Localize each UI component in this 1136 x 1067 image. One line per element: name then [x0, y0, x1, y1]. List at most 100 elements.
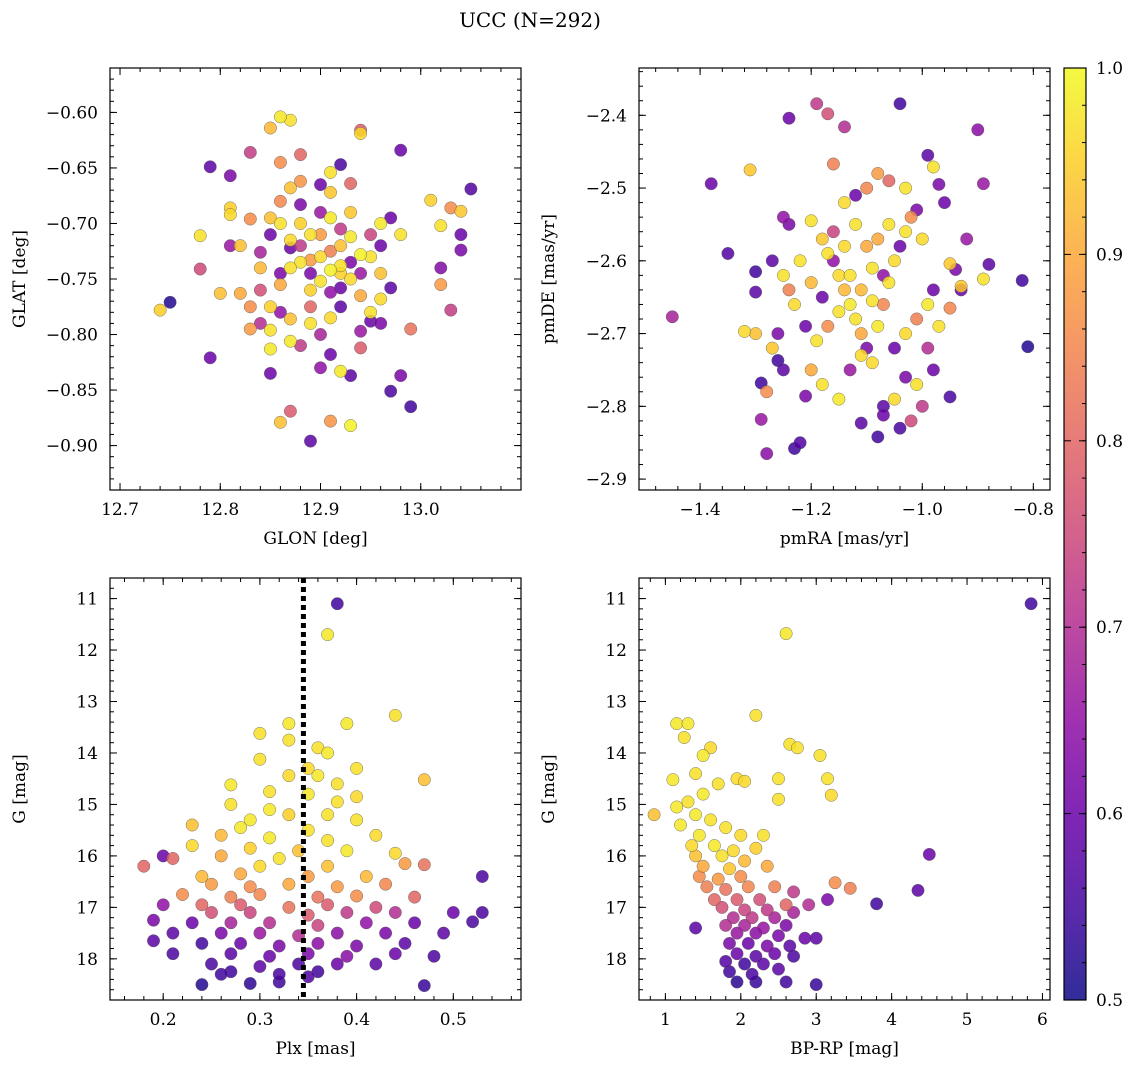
data-point	[927, 160, 940, 174]
data-point	[708, 893, 721, 906]
data-point	[417, 858, 431, 872]
data-point	[689, 921, 702, 935]
data-point	[721, 247, 735, 260]
data-point	[730, 947, 744, 961]
data-point	[398, 937, 412, 950]
data-point	[871, 232, 885, 246]
data-point	[899, 181, 912, 195]
data-point	[791, 741, 804, 755]
data-point	[282, 808, 296, 822]
x-tick-label: 12.8	[201, 500, 239, 520]
data-point	[195, 870, 209, 883]
data-point	[330, 957, 344, 971]
data-point	[243, 977, 257, 990]
data-point	[809, 931, 823, 945]
y-tick-label: −0.65	[46, 159, 98, 179]
y-tick-label: 14	[605, 744, 627, 764]
data-point	[849, 217, 862, 231]
data-point	[854, 416, 868, 430]
data-point	[910, 312, 924, 326]
data-point	[314, 361, 327, 375]
data-point	[214, 926, 228, 940]
data-point	[715, 849, 729, 863]
data-point	[943, 257, 957, 271]
panel-3: 0.2 0.3 0.4 0.5 11 12 13 14 15 16 17 18 Plx [mas] G […	[10, 577, 522, 1059]
data-point	[193, 262, 207, 276]
data-point	[734, 870, 748, 883]
data-point	[311, 890, 325, 904]
data-point	[921, 148, 935, 162]
data-point	[374, 217, 388, 230]
data-point	[838, 196, 851, 210]
data-point	[1015, 274, 1029, 287]
data-point	[849, 188, 862, 202]
data-point	[804, 214, 818, 228]
data-point	[788, 298, 801, 311]
data-point	[719, 883, 733, 896]
data-point	[870, 897, 883, 911]
data-point	[294, 217, 307, 230]
data-point	[344, 205, 357, 219]
data-point	[324, 165, 337, 179]
data-point	[677, 731, 691, 744]
data-point	[340, 906, 354, 919]
data-point	[394, 369, 408, 382]
data-point	[283, 181, 297, 195]
data-point	[334, 239, 347, 253]
data-point	[821, 107, 835, 121]
data-point	[263, 121, 277, 135]
data-point	[730, 893, 744, 906]
data-point	[354, 266, 367, 280]
data-point	[304, 300, 317, 314]
data-point	[1021, 340, 1035, 354]
data-point	[321, 859, 334, 873]
data-point	[314, 178, 327, 192]
data-point	[334, 222, 347, 236]
data-point	[849, 312, 862, 326]
data-point	[464, 182, 478, 196]
data-point	[388, 709, 402, 722]
y-tick-label: −2.9	[586, 470, 627, 490]
data-point	[384, 384, 398, 398]
data-point	[821, 247, 835, 260]
data-point	[324, 211, 337, 225]
data-point	[243, 906, 257, 919]
data-point	[783, 939, 797, 953]
data-point	[273, 110, 287, 124]
data-point	[283, 404, 297, 418]
data-point	[263, 300, 277, 314]
data-point	[915, 399, 929, 413]
data-point	[854, 283, 868, 297]
data-point	[282, 877, 296, 891]
data-point	[802, 898, 816, 912]
data-point	[243, 813, 257, 827]
data-point	[723, 862, 736, 876]
data-point	[666, 773, 680, 787]
y-tick-label: 16	[605, 847, 627, 867]
data-point	[283, 312, 297, 326]
y-tick-label: 15	[605, 795, 627, 815]
data-point	[334, 300, 347, 314]
data-point	[779, 898, 793, 912]
data-point	[243, 880, 257, 894]
data-point	[388, 906, 402, 919]
data-point	[757, 957, 770, 971]
data-point	[730, 926, 744, 940]
data-point	[374, 239, 388, 253]
data-point	[921, 298, 935, 311]
data-point	[334, 364, 347, 378]
data-point	[437, 926, 450, 940]
x-tick-label: 13.0	[402, 500, 440, 520]
data-point	[283, 261, 297, 275]
panel-1: 12.7 12.8 12.9 13.0 −0.90 −0.85 −0.80 −0.75 −0.7…	[10, 67, 522, 549]
data-point	[904, 414, 918, 428]
data-point	[253, 752, 267, 766]
data-point	[354, 324, 367, 338]
data-point	[253, 926, 267, 940]
axes-frame	[638, 577, 1051, 1001]
data-point	[427, 949, 441, 963]
data-point	[772, 929, 785, 943]
data-point	[810, 334, 824, 348]
data-point	[977, 177, 990, 191]
